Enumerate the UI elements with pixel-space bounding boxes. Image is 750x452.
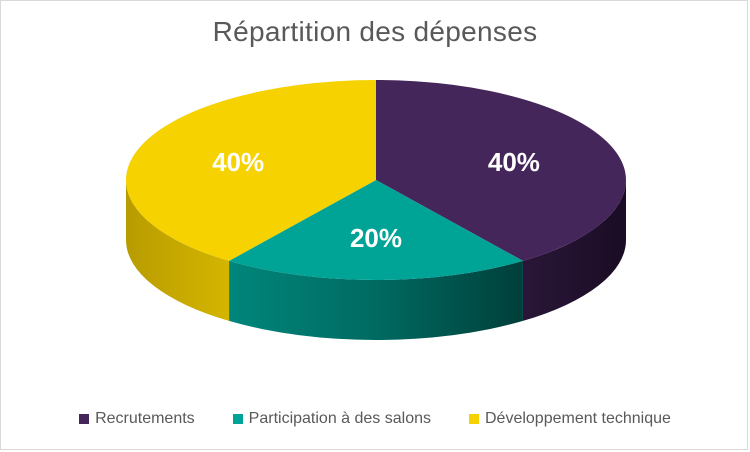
data-label-recrutements: 40% [488,147,540,177]
legend-swatch-developpement [469,414,479,424]
pie-side-developpement [125,180,230,321]
legend-item-recrutements: Recrutements [79,410,195,428]
legend-item-salons: Participation à des salons [232,410,431,428]
legend-swatch-recrutements [79,414,90,424]
pie-side-salons [229,260,523,341]
legend-label-developpement: Développement technique [485,410,671,427]
data-label-developpement: 40% [212,147,264,177]
data-label-salons: 20% [350,223,402,253]
pie-slice-developpement [126,80,377,261]
chart-legend: Recrutements Participation à des salons … [0,410,750,428]
legend-swatch-salons [232,414,243,424]
legend-label-salons: Participation à des salons [248,410,431,427]
chart-title: Répartition des dépenses [212,16,538,47]
pie-slice-recrutements [376,80,626,261]
legend-label-recrutements: Recrutements [95,410,195,427]
pie-slice-salons [229,180,523,281]
legend-item-developpement: Développement technique [469,410,671,428]
pie-side-recrutements [522,180,626,321]
